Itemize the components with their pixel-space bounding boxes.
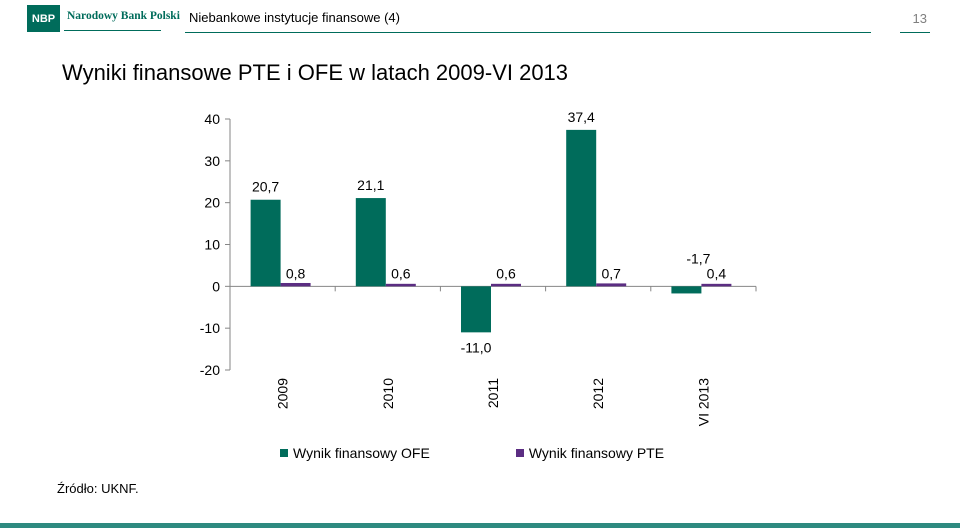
bar-pte: [491, 283, 521, 287]
x-category-label: 2010: [380, 378, 396, 409]
data-label-ofe: 37,4: [568, 109, 595, 125]
y-tick-label: 10: [204, 237, 220, 253]
bar-pte: [596, 283, 627, 287]
bar-pte: [701, 283, 732, 287]
bar-ofe: [355, 198, 386, 287]
bar-ofe: [671, 286, 702, 294]
y-tick-label: 0: [212, 278, 220, 294]
y-tick-label: 30: [204, 153, 220, 169]
legend-swatch-ofe: [280, 449, 288, 457]
y-tick-label: 20: [204, 195, 220, 211]
data-label-pte: 0,4: [707, 265, 727, 281]
x-category-label: 2011: [485, 378, 501, 408]
data-label-ofe: 20,7: [252, 179, 279, 195]
data-label-ofe: -11,0: [461, 339, 492, 355]
bank-name: Narodowy Bank Polski: [67, 10, 180, 22]
legend-label-ofe: Wynik finansowy OFE: [293, 445, 430, 461]
bar-chart: 403020100-10-2020,70,8200921,10,62010-11…: [200, 109, 757, 426]
footer-bar: [0, 523, 960, 528]
slide-title: Wyniki finansowe PTE i OFE w latach 2009…: [62, 60, 569, 85]
data-label-pte: 0,8: [286, 265, 306, 281]
bar-ofe: [461, 286, 491, 333]
legend-swatch-pte: [515, 449, 524, 457]
data-label-pte: 0,6: [391, 265, 411, 281]
y-tick-label: -20: [200, 362, 220, 378]
x-category-label: VI 2013: [695, 378, 711, 426]
bar-ofe: [566, 129, 597, 287]
page-number: 13: [912, 11, 927, 26]
y-tick-label: 40: [204, 111, 220, 127]
data-label-pte: 0,7: [601, 265, 621, 281]
nbp-logo: NBP: [27, 5, 60, 32]
data-label-pte: 0,6: [496, 265, 516, 281]
header-divider: [185, 32, 871, 33]
source-note: Źródło: UKNF.: [57, 481, 139, 496]
legend-item-pte: Wynik finansowy PTE: [515, 445, 665, 461]
y-tick-label: -10: [200, 320, 220, 336]
section-title: Niebankowe instytucje finansowe (4): [189, 10, 400, 25]
data-label-ofe: -1,7: [686, 250, 710, 266]
bar-pte: [385, 283, 416, 287]
legend-label-pte: Wynik finansowy PTE: [528, 445, 665, 461]
bar-ofe: [250, 199, 281, 287]
chart-legend: Wynik finansowy OFE Wynik finansowy PTE: [280, 445, 664, 461]
logo-divider: [64, 30, 161, 31]
legend-item-ofe: Wynik finansowy OFE: [280, 445, 430, 461]
x-category-label: 2012: [590, 378, 606, 409]
page-number-divider: [900, 32, 930, 33]
bar-pte: [280, 282, 311, 287]
data-label-ofe: 21,1: [357, 177, 384, 193]
x-category-label: 2009: [275, 378, 291, 409]
